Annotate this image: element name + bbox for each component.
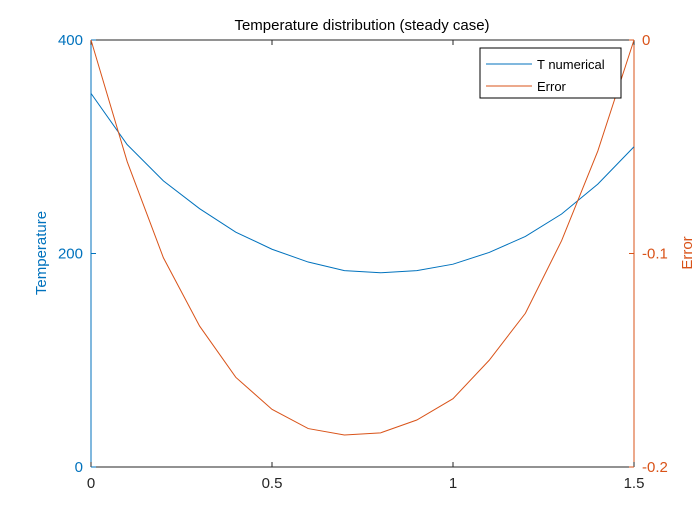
- x-tick-label: 1: [449, 475, 457, 492]
- legend-label-error: Error: [537, 79, 567, 94]
- x-tick-label: 1.5: [624, 475, 645, 492]
- legend-box: [479, 47, 622, 99]
- series-line-t-numerical: [90, 93, 635, 274]
- chart-title: Temperature distribution (steady case): [234, 17, 489, 34]
- legend-label-t-numerical: T numerical: [537, 57, 605, 72]
- x-tick-label: 0.5: [262, 475, 283, 492]
- x-tick-label: 0: [87, 475, 95, 492]
- y-right-tick-label: 0: [642, 32, 650, 49]
- y-right-tick-label: -0.2: [642, 459, 668, 476]
- y-left-tick-label: 0: [75, 459, 83, 476]
- series-line-error: [90, 39, 635, 436]
- y-left-tick-label: 400: [58, 32, 83, 49]
- y-right-label: Error: [679, 236, 696, 269]
- y-left-tick-label: 200: [58, 246, 83, 263]
- legend: T numerical Error: [479, 47, 622, 99]
- y-left-label: Temperature: [33, 211, 50, 295]
- y-right-tick-label: -0.1: [642, 246, 668, 263]
- plot-area: 0 0.5 1 1.5 0 200 400 -0.2 -0.1 0: [58, 32, 668, 492]
